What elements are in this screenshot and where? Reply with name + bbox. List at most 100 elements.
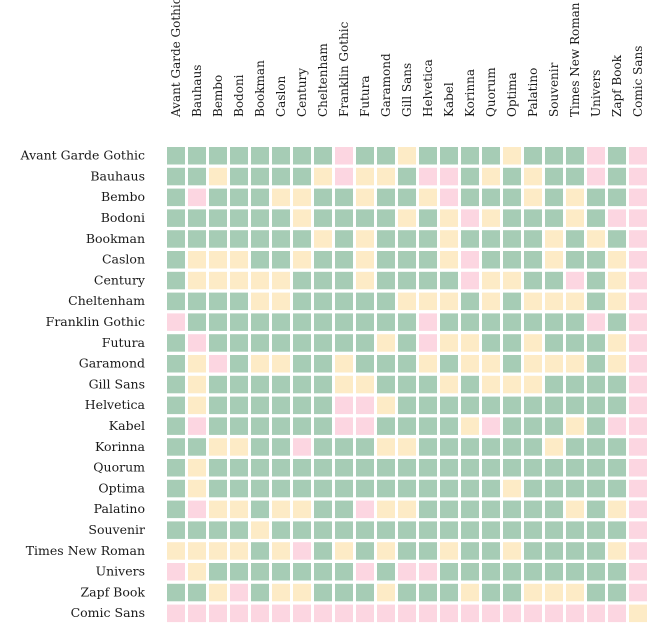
cell-franklin-gothic-bookman bbox=[251, 313, 269, 331]
cell-quorum-bauhaus bbox=[188, 459, 206, 477]
cell-bembo-palatino bbox=[524, 188, 542, 207]
column-label-gill-sans: Gill Sans bbox=[400, 63, 414, 117]
cell-optima-optima bbox=[503, 479, 521, 498]
cell-comic-sans-korinna bbox=[461, 604, 479, 623]
column-label-quorum: Quorum bbox=[484, 67, 498, 117]
cell-korinna-bauhaus bbox=[188, 438, 206, 456]
cell-zapf-book-avant-garde-gothic bbox=[167, 583, 185, 602]
cell-zapf-book-palatino bbox=[524, 583, 542, 602]
cell-gill-sans-optima bbox=[503, 375, 521, 394]
cell-avant-garde-gothic-bookman bbox=[251, 147, 269, 165]
cell-souvenir-avant-garde-gothic bbox=[167, 521, 185, 539]
cell-bauhaus-optima bbox=[503, 167, 521, 186]
cell-garamond-optima bbox=[503, 355, 521, 373]
cell-optima-palatino bbox=[524, 479, 542, 498]
cell-gill-sans-helvetica bbox=[419, 375, 437, 394]
cell-comic-sans-caslon bbox=[272, 604, 290, 623]
cell-cheltenham-gill-sans bbox=[398, 292, 416, 311]
cell-comic-sans-futura bbox=[356, 604, 374, 623]
cell-bauhaus-korinna bbox=[461, 167, 479, 186]
cell-bembo-bauhaus bbox=[188, 188, 206, 207]
cell-bookman-helvetica bbox=[419, 230, 437, 248]
cell-helvetica-bodoni bbox=[230, 396, 248, 415]
cell-kabel-optima bbox=[503, 417, 521, 435]
cell-bookman-cheltenham bbox=[314, 230, 332, 248]
cell-univers-quorum bbox=[482, 563, 500, 581]
cell-korinna-bodoni bbox=[230, 438, 248, 456]
cell-souvenir-cheltenham bbox=[314, 521, 332, 539]
cell-century-univers bbox=[587, 271, 605, 290]
cell-optima-times-new-roman bbox=[566, 479, 584, 498]
cell-century-avant-garde-gothic bbox=[167, 271, 185, 290]
cell-bodoni-times-new-roman bbox=[566, 209, 584, 227]
cell-palatino-century bbox=[293, 500, 311, 519]
cell-garamond-quorum bbox=[482, 355, 500, 373]
cell-futura-cheltenham bbox=[314, 334, 332, 352]
cell-garamond-univers bbox=[587, 355, 605, 373]
cell-palatino-gill-sans bbox=[398, 500, 416, 519]
cell-caslon-optima bbox=[503, 251, 521, 269]
cell-comic-sans-comic-sans bbox=[629, 604, 647, 623]
cell-futura-korinna bbox=[461, 334, 479, 352]
cell-gill-sans-bauhaus bbox=[188, 375, 206, 394]
cell-palatino-souvenir bbox=[545, 500, 563, 519]
cell-quorum-comic-sans bbox=[629, 459, 647, 477]
cell-helvetica-korinna bbox=[461, 396, 479, 415]
cell-times-new-roman-comic-sans bbox=[629, 542, 647, 560]
cell-palatino-univers bbox=[587, 500, 605, 519]
cell-franklin-gothic-franklin-gothic bbox=[335, 313, 353, 331]
cell-comic-sans-quorum bbox=[482, 604, 500, 623]
cell-optima-quorum bbox=[482, 479, 500, 498]
cell-helvetica-comic-sans bbox=[629, 396, 647, 415]
cell-bookman-avant-garde-gothic bbox=[167, 230, 185, 248]
cell-bembo-zapf-book bbox=[608, 188, 626, 207]
cell-korinna-palatino bbox=[524, 438, 542, 456]
cell-futura-bauhaus bbox=[188, 334, 206, 352]
cell-helvetica-cheltenham bbox=[314, 396, 332, 415]
cell-kabel-bembo bbox=[209, 417, 227, 435]
cell-souvenir-bauhaus bbox=[188, 521, 206, 539]
cell-century-helvetica bbox=[419, 271, 437, 290]
cell-bembo-gill-sans bbox=[398, 188, 416, 207]
cell-univers-zapf-book bbox=[608, 563, 626, 581]
row-label-korinna: Korinna bbox=[95, 439, 146, 454]
cell-kabel-gill-sans bbox=[398, 417, 416, 435]
cell-century-bookman bbox=[251, 271, 269, 290]
cell-palatino-bodoni bbox=[230, 500, 248, 519]
cell-times-new-roman-times-new-roman bbox=[566, 542, 584, 560]
cell-garamond-bodoni bbox=[230, 355, 248, 373]
cell-cheltenham-futura bbox=[356, 292, 374, 311]
row-labels: Avant Garde Gothic Bauhaus Bembo Bodoni Book… bbox=[20, 148, 146, 621]
cell-zapf-book-kabel bbox=[440, 583, 458, 602]
cell-helvetica-caslon bbox=[272, 396, 290, 415]
column-label-kabel: Kabel bbox=[442, 82, 456, 117]
cell-souvenir-palatino bbox=[524, 521, 542, 539]
cell-times-new-roman-garamond bbox=[377, 542, 395, 560]
cell-zapf-book-bauhaus bbox=[188, 583, 206, 602]
column-label-caslon: Caslon bbox=[274, 75, 288, 117]
cell-futura-optima bbox=[503, 334, 521, 352]
cell-cheltenham-caslon bbox=[272, 292, 290, 311]
cell-souvenir-bookman bbox=[251, 521, 269, 539]
cell-bookman-quorum bbox=[482, 230, 500, 248]
cell-bauhaus-comic-sans bbox=[629, 167, 647, 186]
cell-garamond-avant-garde-gothic bbox=[167, 355, 185, 373]
cell-souvenir-bembo bbox=[209, 521, 227, 539]
cell-souvenir-futura bbox=[356, 521, 374, 539]
cell-souvenir-zapf-book bbox=[608, 521, 626, 539]
cell-bodoni-quorum bbox=[482, 209, 500, 227]
cell-zapf-book-comic-sans bbox=[629, 583, 647, 602]
cell-univers-bembo bbox=[209, 563, 227, 581]
cell-palatino-avant-garde-gothic bbox=[167, 500, 185, 519]
cell-gill-sans-bembo bbox=[209, 375, 227, 394]
cell-gill-sans-korinna bbox=[461, 375, 479, 394]
cell-gill-sans-cheltenham bbox=[314, 375, 332, 394]
cell-helvetica-helvetica bbox=[419, 396, 437, 415]
cell-times-new-roman-franklin-gothic bbox=[335, 542, 353, 560]
cell-bodoni-korinna bbox=[461, 209, 479, 227]
cell-century-bembo bbox=[209, 271, 227, 290]
cell-comic-sans-optima bbox=[503, 604, 521, 623]
cell-times-new-roman-souvenir bbox=[545, 542, 563, 560]
cell-comic-sans-helvetica bbox=[419, 604, 437, 623]
cell-futura-futura bbox=[356, 334, 374, 352]
